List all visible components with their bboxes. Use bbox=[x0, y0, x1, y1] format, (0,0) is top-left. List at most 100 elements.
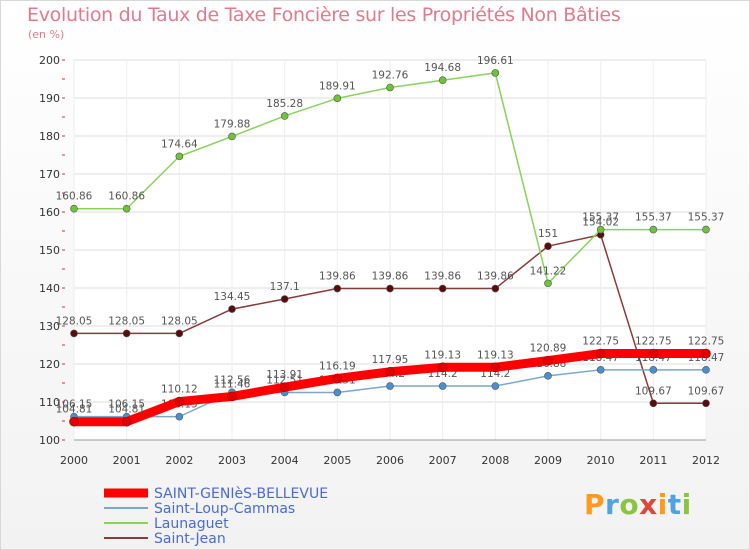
data-label-launaguet-2005: 189.91 bbox=[319, 80, 356, 92]
proxiti-logo: Proxiti bbox=[584, 488, 692, 521]
data-point-launaguet-2009 bbox=[544, 279, 552, 288]
data-label-saint-jean-2001: 128.05 bbox=[108, 315, 145, 327]
data-point-saint-jean-2002 bbox=[175, 329, 184, 338]
y-tick-200: 200 bbox=[39, 54, 60, 67]
legend-label-saint-jean: Saint-Jean bbox=[154, 531, 226, 547]
data-label-launaguet-2010: 155.37 bbox=[582, 212, 619, 224]
data-label-saint-geni-s-bellevue-2001: 104.81 bbox=[108, 404, 145, 416]
data-label-saint-jean-2002: 128.05 bbox=[161, 315, 198, 327]
data-point-launaguet-2010 bbox=[596, 225, 605, 234]
data-label-saint-jean-2012: 109.67 bbox=[688, 385, 725, 397]
data-point-saint-loup-cammas-2011 bbox=[649, 366, 658, 374]
x-tick-2012: 2012 bbox=[692, 454, 720, 467]
legend-label-saint-loup-cammas: Saint-Loup-Cammas bbox=[154, 501, 295, 517]
data-point-saint-geni-s-bellevue-2001 bbox=[121, 416, 132, 427]
data-label-launaguet-2004: 185.28 bbox=[266, 98, 303, 110]
data-label-saint-geni-s-bellevue-2009: 120.89 bbox=[530, 343, 567, 355]
x-tick-2004: 2004 bbox=[271, 454, 299, 467]
data-label-saint-loup-cammas-2001: 106.15 bbox=[108, 399, 145, 411]
data-label-saint-geni-s-bellevue-2004: 113.91 bbox=[266, 369, 303, 381]
data-point-saint-jean-2006 bbox=[386, 284, 394, 293]
data-label-launaguet-2008: 196.61 bbox=[477, 55, 514, 67]
data-point-saint-geni-s-bellevue-2002 bbox=[174, 396, 185, 407]
data-point-saint-loup-cammas-2006 bbox=[386, 382, 394, 390]
logo-letter: i bbox=[657, 488, 668, 521]
data-label-launaguet-2006: 192.76 bbox=[372, 70, 409, 82]
data-point-launaguet-2005 bbox=[333, 94, 342, 103]
data-point-launaguet-2001 bbox=[122, 204, 131, 213]
data-point-saint-jean-2003 bbox=[228, 305, 236, 313]
data-label-saint-geni-s-bellevue-2011: 122.75 bbox=[635, 336, 672, 348]
data-point-launaguet-2012 bbox=[702, 225, 710, 234]
data-point-launaguet-2007 bbox=[438, 76, 447, 85]
data-point-saint-geni-s-bellevue-2000 bbox=[69, 416, 79, 427]
chart-title: Evolution du Taux de Taxe Foncière sur l… bbox=[27, 4, 621, 26]
data-point-saint-geni-s-bellevue-2012 bbox=[701, 348, 711, 359]
data-point-launaguet-2003 bbox=[228, 132, 236, 141]
data-point-launaguet-2000 bbox=[70, 204, 78, 213]
data-label-saint-geni-s-bellevue-2005: 116.19 bbox=[319, 360, 356, 372]
data-point-saint-geni-s-bellevue-2010 bbox=[595, 348, 606, 359]
data-label-launaguet-2012: 155.37 bbox=[688, 212, 725, 224]
legend-label-launaguet: Launaguet bbox=[154, 516, 229, 532]
data-label-saint-geni-s-bellevue-2008: 119.13 bbox=[477, 349, 514, 361]
data-point-saint-jean-2012 bbox=[702, 399, 710, 408]
data-label-saint-jean-2003: 134.45 bbox=[214, 291, 251, 303]
data-point-saint-geni-s-bellevue-2009 bbox=[543, 355, 553, 366]
logo-letter: i bbox=[681, 488, 692, 521]
y-tick-150: 150 bbox=[39, 244, 60, 257]
data-point-saint-jean-2011 bbox=[649, 399, 658, 408]
data-point-saint-jean-2008 bbox=[491, 284, 500, 293]
logo-letter: o bbox=[619, 488, 640, 521]
data-point-saint-jean-2004 bbox=[280, 295, 289, 303]
logo-letter: x bbox=[639, 488, 658, 521]
data-label-saint-jean-2010: 154.02 bbox=[582, 217, 619, 229]
data-label-launaguet-2003: 179.88 bbox=[214, 118, 251, 130]
data-point-saint-loup-cammas-2008 bbox=[491, 382, 500, 390]
data-label-saint-jean-2004: 137.1 bbox=[270, 281, 300, 293]
data-point-saint-loup-cammas-2005 bbox=[333, 388, 342, 397]
data-label-saint-loup-cammas-2003: 112.56 bbox=[214, 374, 251, 386]
data-point-saint-jean-2009 bbox=[544, 242, 552, 250]
data-point-saint-jean-2007 bbox=[438, 284, 447, 293]
y-tick-120: 120 bbox=[39, 358, 60, 371]
data-label-saint-geni-s-bellevue-2006: 117.95 bbox=[372, 354, 409, 366]
data-point-saint-jean-2000 bbox=[70, 329, 78, 338]
data-label-saint-loup-cammas-2000: 106.15 bbox=[56, 399, 93, 411]
y-tick-100: 100 bbox=[39, 434, 60, 447]
data-label-saint-geni-s-bellevue-2012: 122.75 bbox=[688, 336, 725, 348]
data-label-saint-jean-2011: 109.67 bbox=[635, 385, 672, 397]
data-point-saint-loup-cammas-2010 bbox=[596, 366, 605, 374]
x-tick-2005: 2005 bbox=[323, 454, 351, 467]
y-tick-180: 180 bbox=[39, 130, 60, 143]
x-tick-2009: 2009 bbox=[534, 454, 562, 467]
data-point-saint-loup-cammas-2007 bbox=[438, 382, 447, 390]
x-tick-2002: 2002 bbox=[165, 454, 193, 467]
data-point-saint-geni-s-bellevue-2006 bbox=[385, 366, 395, 377]
logo-letter: t bbox=[667, 488, 682, 521]
x-tick-2007: 2007 bbox=[429, 454, 457, 467]
logo-letter: P bbox=[584, 488, 606, 521]
y-tick-160: 160 bbox=[39, 206, 60, 219]
x-tick-2011: 2011 bbox=[639, 454, 667, 467]
data-point-saint-jean-2001 bbox=[122, 329, 131, 338]
data-label-saint-geni-s-bellevue-2007: 119.13 bbox=[424, 349, 461, 361]
data-label-launaguet-2011: 155.37 bbox=[635, 212, 672, 224]
data-point-saint-geni-s-bellevue-2003 bbox=[227, 391, 237, 402]
data-label-launaguet-2007: 194.68 bbox=[424, 62, 461, 74]
x-tick-2001: 2001 bbox=[113, 454, 141, 467]
data-point-saint-loup-cammas-2012 bbox=[702, 366, 710, 374]
data-point-saint-geni-s-bellevue-2004 bbox=[279, 382, 290, 392]
data-point-saint-geni-s-bellevue-2008 bbox=[490, 362, 501, 373]
data-label-launaguet-2001: 160.86 bbox=[108, 191, 145, 203]
data-label-saint-jean-2005: 139.86 bbox=[319, 271, 356, 283]
data-label-launaguet-2009: 141.22 bbox=[530, 265, 567, 277]
data-point-saint-loup-cammas-2002 bbox=[175, 412, 184, 421]
data-point-saint-jean-2005 bbox=[333, 284, 342, 293]
y-tick-190: 190 bbox=[39, 92, 60, 105]
x-tick-2010: 2010 bbox=[587, 454, 615, 467]
legend-label-saint-geni-s-bellevue: SAINT-GENIèS-BELLEVUE bbox=[154, 486, 328, 502]
y-tick-130: 130 bbox=[39, 320, 60, 333]
logo-letter: r bbox=[605, 488, 620, 521]
data-label-saint-jean-2007: 139.86 bbox=[424, 271, 461, 283]
